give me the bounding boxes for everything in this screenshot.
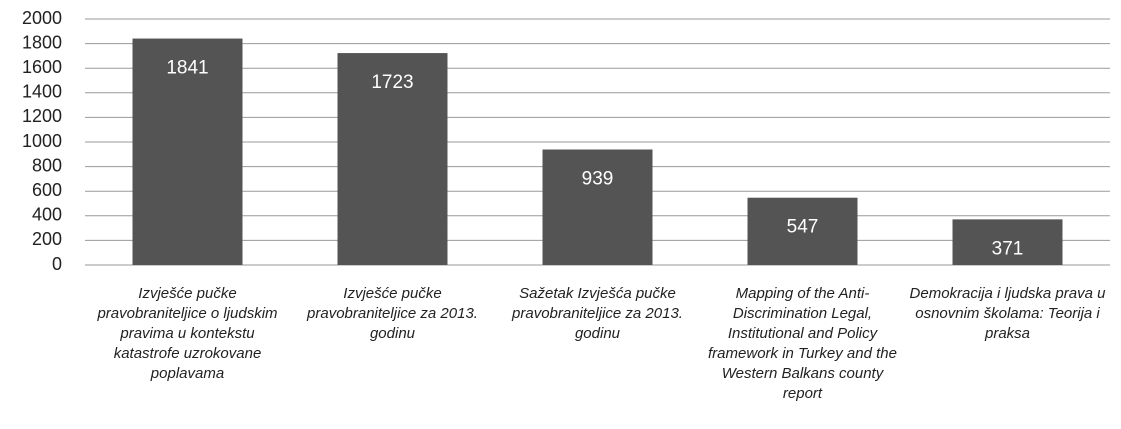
- y-tick-label: 0: [52, 254, 62, 274]
- value-label: 1841: [166, 58, 208, 79]
- value-label: 1723: [371, 72, 413, 93]
- y-tick-label: 1400: [22, 82, 62, 102]
- value-label: 371: [992, 238, 1024, 259]
- y-tick-label: 200: [32, 229, 62, 249]
- bar: [952, 219, 1063, 265]
- x-tick-label: Sažetak Izvješća pučke pravobraniteljice…: [512, 285, 683, 342]
- y-tick-label: 1200: [22, 106, 62, 126]
- bar: [337, 53, 448, 265]
- y-tick-label: 1000: [22, 131, 62, 151]
- y-tick-label: 1800: [22, 32, 62, 52]
- y-tick-label: 1600: [22, 57, 62, 77]
- y-tick-label: 800: [32, 155, 62, 175]
- value-label: 547: [787, 217, 819, 238]
- x-tick-label: Izvješće pučke pravobraniteljice o ljuds…: [97, 285, 278, 382]
- x-tick-label: Izvješće pučke pravobraniteljice za 2013…: [307, 285, 478, 342]
- bar: [747, 197, 858, 265]
- x-tick-label: Demokracija i ljudska prava u osnovnim š…: [909, 285, 1106, 342]
- y-tick-label: 2000: [22, 8, 62, 28]
- x-tick-label: Mapping of the Anti-Discrimination Legal…: [708, 285, 897, 402]
- bar: [542, 149, 653, 265]
- y-tick-label: 600: [32, 180, 62, 200]
- bar: [132, 38, 243, 265]
- y-tick-label: 400: [32, 205, 62, 225]
- value-label: 939: [582, 169, 614, 190]
